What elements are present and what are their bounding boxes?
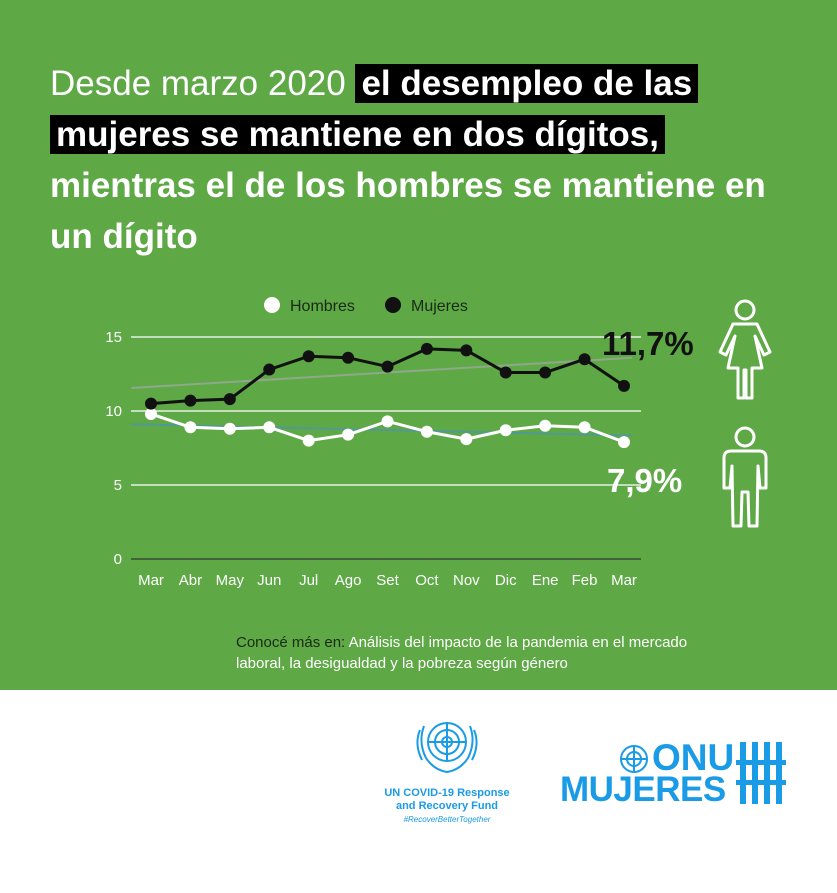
data-point-hombres <box>263 421 276 434</box>
legend-label-hombres: Hombres <box>290 298 355 315</box>
man-figure-icon <box>722 426 768 528</box>
line-chart: 0 5 10 15 Mar Abr May Jun Jul Ago Set Oct Nov Dic Ene… <box>105 297 772 589</box>
data-point-hombres <box>302 434 315 447</box>
un-covid-fund-logo: UN COVID-19 Response and Recovery Fund #R… <box>372 712 522 824</box>
woman-figure-icon <box>718 299 772 400</box>
x-tick-label: Dic <box>495 572 517 589</box>
source-note: Conocé más en: Análisis del impacto de l… <box>236 632 696 674</box>
un-fund-line2: and Recovery Fund <box>395 800 499 812</box>
source-prefix: Conocé más en: <box>236 634 349 651</box>
trendline-hombres <box>131 423 632 437</box>
x-tick-label: Oct <box>415 572 439 589</box>
data-point-mujeres <box>499 366 512 379</box>
onu-text: ONU <box>652 737 735 778</box>
mujeres-text: MUJERES <box>560 770 726 809</box>
trendline-mujeres <box>131 356 632 389</box>
x-tick-label: May <box>216 572 245 589</box>
x-tick-label: Jul <box>299 572 318 589</box>
y-tick-label: 10 <box>105 403 122 420</box>
y-tick-label: 0 <box>114 551 122 568</box>
data-point-hombres <box>539 419 552 432</box>
hombres-percentage: 7,9% <box>607 462 683 499</box>
data-point-mujeres <box>460 344 473 357</box>
data-point-mujeres <box>578 353 591 366</box>
data-point-mujeres <box>342 351 355 364</box>
data-point-hombres <box>578 421 591 434</box>
y-tick-label: 5 <box>114 477 122 494</box>
data-point-mujeres <box>184 394 197 407</box>
data-point-mujeres <box>263 363 276 376</box>
un-fund-line1: UN COVID-19 Response <box>384 787 510 799</box>
data-point-hombres <box>223 422 236 435</box>
headline: Desde marzo 2020 el desempleo de las muje… <box>50 58 790 262</box>
data-point-hombres <box>420 425 433 438</box>
data-point-mujeres <box>145 397 157 410</box>
x-tick-label: Feb <box>572 572 598 589</box>
series-line-mujeres <box>150 347 625 406</box>
x-tick-label: Nov <box>453 572 480 589</box>
source-link[interactable]: Análisis del impacto de la pandemia en e… <box>236 634 688 672</box>
mujeres-percentage: 11,7% <box>602 325 694 362</box>
headline-intro: Desde marzo 2020 <box>50 64 356 103</box>
data-point-mujeres <box>539 366 552 379</box>
x-tick-label: Set <box>376 572 399 589</box>
data-point-mujeres <box>420 342 433 355</box>
x-tick-label: Ene <box>532 572 559 589</box>
headline-highlight-2: mujeres se mantiene en dos dígitos, <box>50 115 665 154</box>
un-emblem-icon <box>416 722 478 774</box>
data-point-mujeres <box>223 393 236 406</box>
onu-mujeres-logo-icon <box>620 742 786 804</box>
x-tick-label: Ago <box>335 572 362 589</box>
x-tick-label: Mar <box>138 572 164 589</box>
data-point-hombres <box>381 415 394 428</box>
x-tick-label: Jun <box>257 572 281 589</box>
x-tick-label: Mar <box>611 572 637 589</box>
un-fund-hashtag: #RecoverBetterTogether <box>403 815 491 824</box>
legend-label-mujeres: Mujeres <box>411 298 468 315</box>
headline-rest: mientras el de los hombres se mantiene e… <box>50 166 766 256</box>
data-point-hombres <box>460 433 473 446</box>
data-point-mujeres <box>302 350 315 363</box>
y-tick-label: 15 <box>105 329 122 346</box>
legend-marker-mujeres <box>385 297 401 313</box>
data-point-hombres <box>342 428 355 441</box>
onu-mujeres-logo: ONU MUJERES <box>560 738 800 813</box>
x-tick-label: Abr <box>179 572 202 589</box>
data-point-mujeres <box>618 379 630 392</box>
data-point-hombres <box>618 436 630 449</box>
headline-highlight-1: el desempleo de las <box>355 64 699 103</box>
legend-marker-hombres <box>264 297 280 313</box>
data-point-mujeres <box>381 360 394 373</box>
data-point-hombres <box>499 424 512 437</box>
data-point-hombres <box>145 407 157 420</box>
data-point-hombres <box>184 421 197 434</box>
